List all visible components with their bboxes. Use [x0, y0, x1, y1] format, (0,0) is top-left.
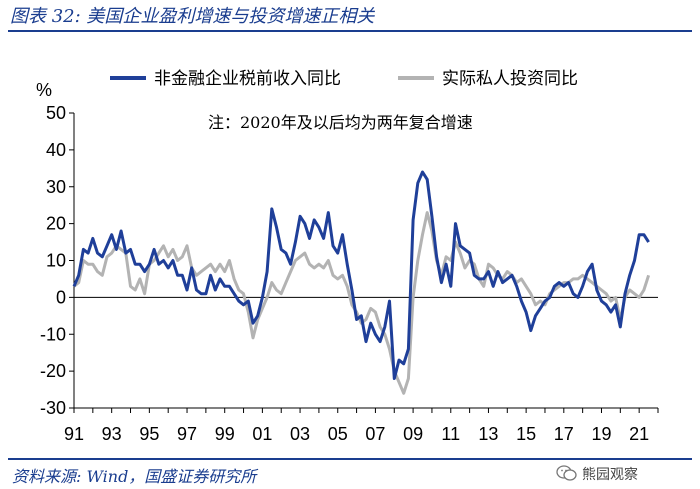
wechat-icon — [556, 465, 577, 481]
y-tick-label: 50 — [46, 103, 66, 123]
x-tick-label: 15 — [516, 424, 536, 444]
figure-title: 图表 32: 美国企业盈利增速与投资增速正相关 — [10, 6, 375, 27]
x-tick-label: 17 — [554, 424, 574, 444]
x-tick-label: 09 — [403, 424, 423, 444]
x-tick-label: 07 — [365, 424, 385, 444]
chart-lines — [72, 170, 651, 395]
x-tick-label: 21 — [629, 424, 649, 444]
chart-legend: 非金融企业税前收入同比 实际私人投资同比 — [110, 69, 578, 89]
legend-label: 实际私人投资同比 — [442, 69, 578, 89]
series-line-private-investment — [73, 211, 651, 395]
x-tick-label: 99 — [215, 424, 235, 444]
y-tick-label: 10 — [46, 251, 66, 271]
series-line-pretax-income — [72, 170, 650, 380]
x-tick-label: 97 — [177, 424, 197, 444]
chart-axes: -30 -20 -10 0 10 20 30 40 50 91 93 95 97 99 01 03 05 07 09… — [40, 103, 659, 444]
source-note: 资料来源: Wind，国盛证券研究所 — [12, 467, 257, 486]
y-axis-unit: % — [36, 80, 52, 100]
y-tick-label: -30 — [40, 398, 66, 418]
x-tick-label: 03 — [290, 424, 310, 444]
y-tick-label: 0 — [56, 287, 66, 307]
x-tick-label: 13 — [478, 424, 498, 444]
chart-annotation: 注：2020年及以后均为两年复合增速 — [208, 113, 473, 132]
y-tick-label: 20 — [46, 214, 66, 234]
y-tick-label: 40 — [46, 140, 66, 160]
x-tick-label: 01 — [252, 424, 272, 444]
legend-label: 非金融企业税前收入同比 — [154, 69, 341, 89]
y-tick-label: -10 — [40, 324, 66, 344]
title-divider — [8, 30, 692, 32]
x-tick-label: 91 — [64, 424, 84, 444]
x-tick-label: 95 — [139, 424, 159, 444]
x-tick-label: 05 — [328, 424, 348, 444]
footer-divider — [8, 458, 692, 460]
y-tick-label: 30 — [46, 177, 66, 197]
x-tick-label: 93 — [102, 424, 122, 444]
y-tick-label: -20 — [40, 361, 66, 381]
x-tick-label: 19 — [591, 424, 611, 444]
watermark-text: 熊园观察 — [582, 467, 638, 483]
x-tick-label: 11 — [441, 424, 460, 444]
